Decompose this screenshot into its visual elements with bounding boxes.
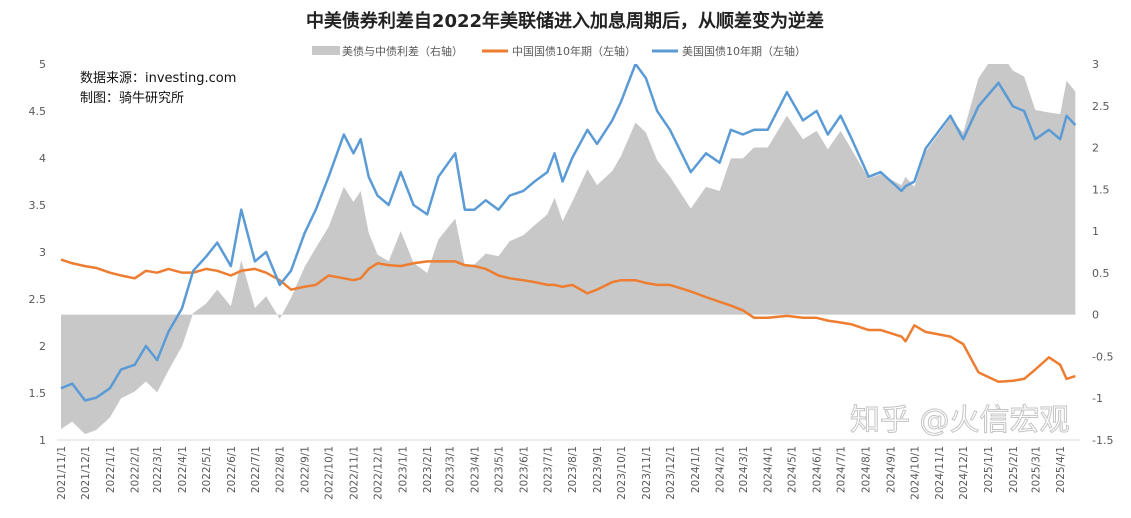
x-tick-label: 2024/9/1 [885, 446, 897, 493]
legend-swatch-spread [312, 46, 340, 55]
x-tick-label: 2021/11/1 [56, 446, 68, 500]
x-tick-label: 2023/5/1 [493, 446, 505, 493]
x-tick-label: 2023/8/1 [567, 446, 579, 493]
x-tick-label: 2024/5/1 [787, 446, 799, 493]
left-y-tick-label: 5 [39, 58, 46, 71]
right-y-tick-label: 1.5 [1092, 183, 1110, 196]
author-annotation: 制图：骑牛研究所 [80, 91, 184, 106]
x-tick-label: 2023/3/1 [445, 446, 457, 493]
x-tick-label: 2024/7/1 [836, 446, 848, 493]
x-tick-label: 2023/1/1 [397, 446, 409, 493]
plot-area: 1 1.5 2 2.5 3 3.5 4 4.5 5 -1.5 -1 -0.5 0 0.5 1 1.5 2 2.5 3… [29, 58, 1114, 500]
series-group [60, 64, 1077, 435]
x-tick-label: 2024/8/1 [860, 446, 872, 493]
left-y-tick-label: 2 [39, 340, 46, 353]
left-y-tick-label: 1 [39, 434, 46, 447]
left-y-tick-label: 2.5 [29, 293, 47, 306]
right-y-tick-label: 0 [1092, 309, 1099, 322]
x-tick-label: 2025/3/1 [1030, 446, 1042, 493]
x-tick-label: 2023/6/1 [518, 446, 530, 493]
x-tick-label: 2022/1/1 [105, 446, 117, 493]
x-tick-label: 2022/10/1 [324, 446, 336, 500]
right-y-tick-label: 0.5 [1092, 267, 1110, 280]
x-tick-label: 2024/10/1 [909, 446, 921, 500]
x-tick-label: 2025/2/1 [1008, 446, 1020, 493]
x-tick-label: 2025/1/1 [983, 446, 995, 493]
x-tick-label: 2022/11/1 [348, 446, 360, 500]
left-y-tick-label: 1.5 [29, 387, 47, 400]
x-tick-label: 2024/4/1 [763, 446, 775, 493]
right-y-tick-label: -0.5 [1092, 350, 1113, 363]
x-tick-label: 2023/12/1 [665, 446, 677, 500]
right-y-tick-label: -1 [1092, 392, 1103, 405]
china-10y-line [60, 258, 1076, 383]
x-tick-label: 2023/2/1 [422, 446, 434, 493]
watermark: 知乎 @火信宏观 [850, 403, 1070, 438]
x-tick-label: 2024/3/1 [738, 446, 750, 493]
right-y-tick-label: 2 [1092, 142, 1099, 155]
chart-title: 中美债券利差自2022年美联储进入加息周期后，从顺差变为逆差 [306, 10, 824, 32]
x-tick-label: 2022/2/1 [130, 446, 142, 493]
right-y-tick-label: 2.5 [1092, 100, 1110, 113]
left-y-tick-label: 4.5 [29, 105, 47, 118]
left-y-tick-label: 3 [39, 246, 46, 259]
legend-label: 美债与中债利差（右轴） [342, 44, 463, 58]
right-y-tick-label: 1 [1092, 225, 1099, 238]
x-tick-label: 2022/7/1 [250, 446, 262, 493]
x-tick-label: 2022/4/1 [177, 446, 189, 493]
x-tick-label: 2024/6/1 [812, 446, 824, 493]
x-tick-label: 2022/12/1 [372, 446, 384, 500]
x-tick-label: 2024/1/1 [690, 446, 702, 493]
x-tick-label: 2023/9/1 [592, 446, 604, 493]
legend-label: 美国国债10年期（左轴） [682, 44, 806, 58]
source-annotation: 数据来源：investing.com [80, 71, 236, 86]
x-tick-label: 2024/11/1 [934, 446, 946, 500]
x-tick-label: 2023/10/1 [616, 446, 628, 500]
left-y-tick-label: 3.5 [29, 199, 47, 212]
right-y-tick-label: -1.5 [1092, 434, 1113, 447]
x-tick-label: 2024/12/1 [958, 446, 970, 500]
spread-area [61, 64, 1076, 435]
x-tick-label: 2022/6/1 [226, 446, 238, 493]
right-y-tick-label: 3 [1092, 58, 1099, 71]
x-tick-label: 2022/3/1 [152, 446, 164, 493]
us-10y-line [60, 64, 1077, 402]
x-tick-label: 2023/11/1 [641, 446, 653, 500]
x-tick-label: 2021/12/1 [80, 446, 92, 500]
x-tick-label: 2022/5/1 [201, 446, 213, 493]
x-tick-label: 2022/8/1 [275, 446, 287, 493]
x-tick-label: 2025/4/1 [1055, 446, 1067, 493]
legend: 美债与中债利差（右轴） 中国国债10年期（左轴） 美国国债10年期（左轴） [312, 44, 806, 58]
legend-label: 中国国债10年期（左轴） [512, 44, 636, 58]
x-tick-label: 2024/2/1 [715, 446, 727, 493]
x-tick-label: 2022/9/1 [300, 446, 312, 493]
left-y-tick-label: 4 [39, 152, 46, 165]
x-tick-label: 2023/4/1 [469, 446, 481, 493]
x-tick-label: 2023/7/1 [542, 446, 554, 493]
